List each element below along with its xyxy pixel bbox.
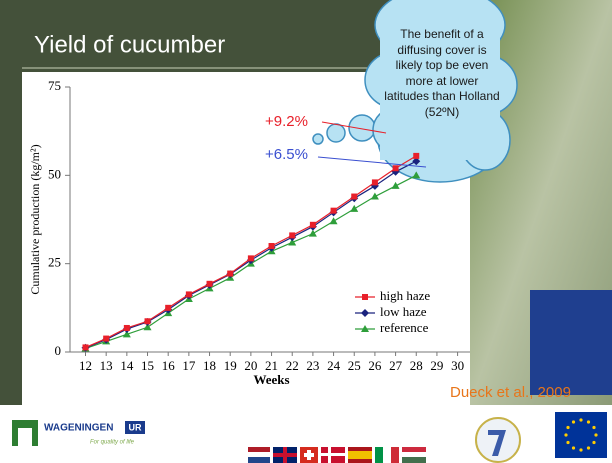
callout-line: likely top be even: [395, 58, 489, 72]
x-tick-label: 21: [265, 358, 278, 373]
x-tick-label: 13: [100, 358, 113, 373]
flags: [248, 447, 426, 463]
logo-mark-inner: [18, 428, 32, 446]
marker: [361, 309, 369, 317]
marker: [122, 330, 131, 338]
marker: [391, 181, 400, 189]
marker: [144, 318, 151, 325]
annotation-arrow: [321, 121, 387, 134]
marker: [392, 165, 399, 172]
blue-block: [530, 290, 612, 395]
annotation-arrow: [317, 156, 427, 168]
marker: [206, 280, 213, 287]
x-tick-label: 15: [141, 358, 154, 373]
eu-star: [566, 425, 570, 430]
y-tick-label: 25: [48, 255, 61, 270]
marker: [329, 217, 338, 225]
callout-line: The benefit of a: [400, 27, 484, 41]
logo-box-text: UR: [129, 422, 142, 432]
marker: [308, 229, 317, 237]
logo-tagline: For quality of life: [90, 440, 135, 446]
annotation: +9.2%: [265, 113, 308, 130]
x-tick-label: 27: [389, 358, 403, 373]
x-tick-label: 26: [368, 358, 382, 373]
x-tick-label: 25: [348, 358, 361, 373]
marker: [82, 344, 89, 351]
x-tick-label: 19: [224, 358, 237, 373]
eu-star: [579, 448, 583, 452]
marker: [362, 294, 368, 300]
logo-box: [125, 421, 145, 434]
eu-star: [586, 446, 591, 450]
marker: [412, 157, 421, 166]
eu-star: [571, 420, 576, 424]
marker: [103, 335, 110, 342]
callout: The benefit of a diffusing cover is likely…: [372, 27, 512, 120]
marker: [288, 238, 297, 246]
series: [82, 152, 420, 351]
x-tick-label: 23: [306, 358, 319, 373]
x-tick-label: 28: [410, 358, 423, 373]
marker: [289, 232, 296, 239]
eu-star: [566, 440, 570, 445]
marker: [143, 323, 152, 331]
marker: [247, 255, 254, 262]
slide-title: Yield of cucumber: [34, 31, 225, 58]
marker: [370, 192, 379, 200]
marker: [268, 243, 275, 249]
callout-line: latitudes than Holland: [384, 89, 500, 103]
x-tick-label: 22: [286, 358, 299, 373]
x-tick-label: 14: [120, 358, 134, 373]
callout-line: more at lower: [405, 73, 479, 88]
x-axis-label: Weeks: [253, 372, 289, 387]
x-tick-label: 18: [203, 358, 216, 373]
x-tick-label: 16: [162, 358, 176, 373]
y-tick-label: 75: [48, 78, 61, 93]
y-tick-label: 0: [55, 343, 62, 358]
eu-star: [579, 418, 583, 422]
marker: [361, 325, 369, 332]
y-tick-label: 50: [48, 166, 61, 181]
x-tick-label: 29: [430, 358, 443, 373]
marker: [412, 171, 421, 179]
marker: [227, 270, 234, 277]
annotation: +6.5%: [265, 146, 308, 163]
x-tick-label: 20: [244, 358, 257, 373]
eu-star: [571, 446, 576, 450]
eu-star: [592, 440, 596, 445]
callout-line: diffusing cover is: [397, 42, 487, 57]
marker: [165, 304, 172, 311]
fp7-seven: [488, 430, 506, 456]
marker: [185, 291, 192, 298]
callout-line: (52ºN): [424, 104, 460, 119]
marker: [350, 204, 359, 212]
eu-stars: [564, 418, 598, 452]
marker: [123, 324, 130, 331]
thought-bubble: [312, 0, 518, 183]
marker: [351, 193, 358, 200]
marker: [413, 152, 420, 159]
marker: [309, 221, 316, 228]
x-tick-label: 24: [327, 358, 341, 373]
logo-text: WAGENINGEN: [44, 423, 113, 434]
eu-star: [594, 433, 598, 437]
citation: Dueck et al., 2009: [450, 384, 571, 401]
eu-star: [592, 425, 596, 430]
x-tick-label: 30: [451, 358, 464, 373]
y-axis-label: Cumulative production (kg/m²): [28, 144, 42, 294]
eu-star: [564, 433, 568, 437]
marker: [330, 207, 337, 214]
x-tick-label: 17: [182, 358, 196, 373]
legend-label: low haze: [380, 304, 427, 319]
eu-star: [586, 420, 591, 424]
legend-label: reference: [380, 320, 429, 335]
marker: [371, 179, 378, 186]
x-tick-label: 12: [79, 358, 92, 373]
legend-label: high haze: [380, 288, 430, 303]
